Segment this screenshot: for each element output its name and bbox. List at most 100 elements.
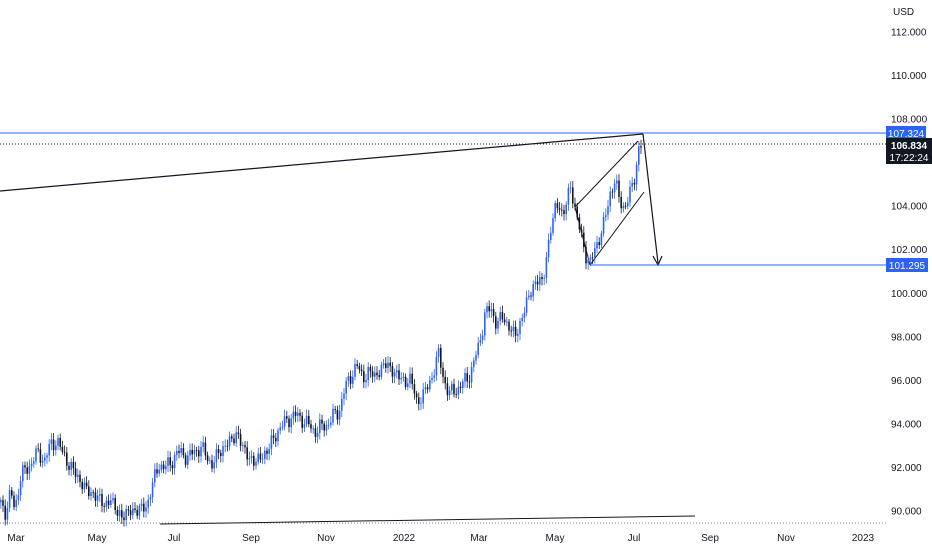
candle [235, 426, 237, 447]
channel-upper-line[interactable] [574, 140, 639, 208]
candle [411, 367, 413, 390]
candle [462, 378, 464, 394]
candle [374, 366, 376, 383]
candle [503, 313, 506, 326]
candle [74, 461, 77, 484]
candle [336, 405, 339, 425]
candle [365, 373, 367, 389]
candle [629, 180, 631, 207]
candle [79, 470, 81, 488]
candle [37, 443, 39, 453]
candle [580, 223, 583, 238]
candle [618, 174, 620, 203]
candle [378, 369, 380, 381]
candle [286, 410, 288, 424]
channel-lower-line[interactable] [589, 191, 645, 266]
candle [547, 233, 550, 263]
candle [616, 174, 618, 190]
candle [563, 204, 565, 221]
candle [13, 491, 15, 511]
candle [96, 489, 99, 508]
candle [140, 498, 143, 512]
candle [363, 364, 365, 388]
candle [404, 373, 407, 390]
candle [198, 445, 200, 463]
candle [558, 202, 561, 216]
candle [376, 366, 378, 380]
candle [420, 397, 422, 411]
candle [402, 372, 405, 382]
candle [387, 356, 389, 374]
time-tick-label: Jul [168, 533, 181, 544]
candle [517, 328, 519, 343]
candle [8, 484, 11, 513]
candle [396, 364, 398, 379]
candle [224, 439, 226, 453]
target-price-badge[interactable]: 101.295 [886, 258, 928, 272]
candle [138, 503, 141, 521]
time-tick-label: Nov [777, 533, 795, 544]
candle [59, 433, 61, 451]
candle [569, 181, 572, 194]
candle [327, 418, 330, 430]
last-price-text: 106.834 [891, 141, 928, 152]
candle [63, 445, 66, 457]
candle [85, 476, 88, 490]
candle [187, 450, 189, 469]
price-axis[interactable]: USD 90.000 92.000 94.000 96.000 98.000 100.00… [891, 7, 928, 518]
candle [312, 425, 314, 434]
candle [169, 451, 171, 472]
candle [418, 392, 420, 411]
candle [2, 495, 4, 513]
resistance-price-badge[interactable]: 107.324 [886, 126, 926, 140]
candle [143, 497, 145, 518]
candle [435, 351, 438, 381]
axis-currency-label: USD [893, 7, 914, 18]
candle [182, 443, 185, 459]
price-tick-label: 90.000 [891, 507, 922, 518]
candle [127, 505, 130, 517]
candle [118, 504, 121, 522]
candle [591, 252, 594, 264]
candle [525, 290, 528, 317]
candle [28, 459, 31, 480]
candle [495, 311, 497, 335]
candle [466, 366, 468, 389]
price-tick-label: 98.000 [891, 332, 922, 343]
candle [200, 440, 202, 463]
projection-arrow-line[interactable] [642, 133, 659, 264]
candle [103, 502, 105, 513]
candle [508, 318, 510, 336]
candle [294, 405, 297, 423]
price-tick-label: 112.000 [891, 28, 927, 39]
candle [288, 415, 290, 433]
candle [468, 375, 471, 389]
candle [321, 414, 323, 431]
candle [338, 404, 341, 426]
candle [253, 452, 255, 471]
candle [352, 370, 354, 389]
candle [160, 460, 163, 473]
candle [380, 361, 383, 380]
candle [613, 179, 616, 199]
candle [167, 450, 169, 473]
bottom-trendline[interactable] [159, 515, 696, 525]
time-tick-label: Nov [317, 533, 335, 544]
candle [211, 454, 213, 473]
candle [110, 493, 112, 508]
candle [486, 302, 488, 319]
candle [532, 280, 534, 302]
time-axis[interactable]: Mar May Jul Sep Nov 2022 Mar May Jul Sep Nov 2023 [0, 522, 886, 544]
resistance-price-text: 107.324 [888, 129, 925, 140]
time-tick-label: Sep [701, 533, 719, 544]
candle [217, 444, 220, 460]
candle [209, 456, 211, 464]
candle [440, 344, 442, 375]
last-price-badge[interactable]: 106.834 17:22:24 [886, 138, 932, 164]
candle [444, 370, 446, 390]
candle [90, 487, 92, 501]
long-trendline[interactable] [0, 133, 644, 192]
candle [101, 488, 103, 513]
candle [266, 447, 268, 460]
